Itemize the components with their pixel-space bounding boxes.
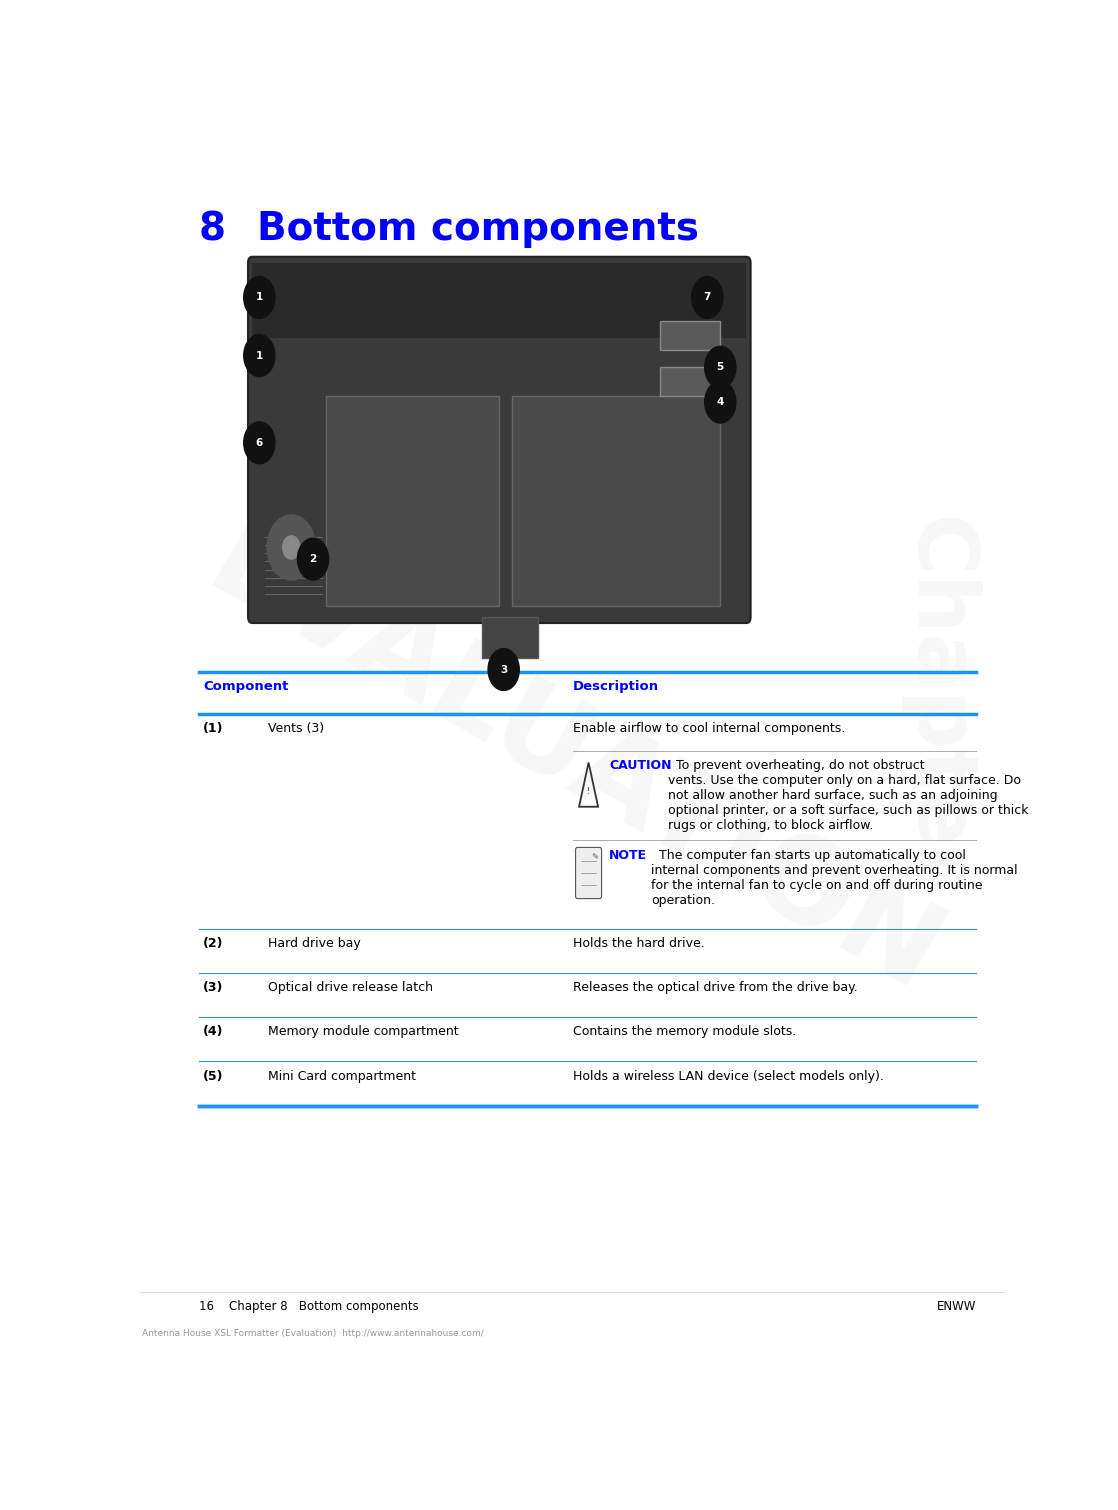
Text: 7: 7 bbox=[703, 293, 711, 302]
Bar bbox=[660, 320, 720, 350]
Text: Holds the hard drive.: Holds the hard drive. bbox=[574, 936, 704, 950]
Text: ENWW: ENWW bbox=[937, 1300, 976, 1312]
Text: (2): (2) bbox=[203, 936, 224, 950]
Circle shape bbox=[283, 536, 300, 559]
Text: Holds a wireless LAN device (select models only).: Holds a wireless LAN device (select mode… bbox=[574, 1069, 884, 1083]
Circle shape bbox=[489, 649, 519, 690]
Text: Description: Description bbox=[574, 680, 660, 693]
Text: CAUTION: CAUTION bbox=[609, 760, 672, 772]
Text: The computer fan starts up automatically to cool
internal components and prevent: The computer fan starts up automatically… bbox=[651, 849, 1017, 906]
Text: NOTE: NOTE bbox=[609, 849, 647, 862]
Text: !: ! bbox=[587, 787, 590, 796]
Text: 4: 4 bbox=[717, 397, 724, 408]
Text: (5): (5) bbox=[203, 1069, 224, 1083]
Text: Contains the memory module slots.: Contains the memory module slots. bbox=[574, 1025, 796, 1039]
Text: Hard drive bay: Hard drive bay bbox=[268, 936, 361, 950]
Text: Releases the optical drive from the drive bay.: Releases the optical drive from the driv… bbox=[574, 982, 858, 994]
Text: Chapter: Chapter bbox=[897, 518, 977, 891]
Text: Memory module compartment: Memory module compartment bbox=[268, 1025, 458, 1039]
Circle shape bbox=[244, 335, 275, 376]
Text: (3): (3) bbox=[203, 982, 224, 994]
Text: (1): (1) bbox=[203, 722, 224, 735]
Text: Optical drive release latch: Optical drive release latch bbox=[268, 982, 433, 994]
Text: Vents (3): Vents (3) bbox=[268, 722, 324, 735]
Text: Mini Card compartment: Mini Card compartment bbox=[268, 1069, 416, 1083]
Text: 5: 5 bbox=[717, 362, 723, 373]
Text: 6: 6 bbox=[256, 438, 263, 448]
FancyBboxPatch shape bbox=[248, 257, 750, 624]
Circle shape bbox=[704, 381, 736, 423]
Circle shape bbox=[692, 276, 723, 319]
Text: 1: 1 bbox=[256, 293, 263, 302]
Circle shape bbox=[244, 276, 275, 319]
Text: 1: 1 bbox=[256, 350, 263, 361]
Bar bbox=[253, 263, 747, 338]
Text: 3: 3 bbox=[500, 664, 508, 675]
Text: Component: Component bbox=[203, 680, 288, 693]
Text: ✎: ✎ bbox=[591, 852, 598, 861]
Text: 16    Chapter 8   Bottom components: 16 Chapter 8 Bottom components bbox=[199, 1300, 418, 1312]
Text: Enable airflow to cool internal components.: Enable airflow to cool internal componen… bbox=[574, 722, 845, 735]
Text: Bottom components: Bottom components bbox=[257, 210, 699, 248]
Circle shape bbox=[244, 421, 275, 464]
Text: (4): (4) bbox=[203, 1025, 224, 1039]
Bar bbox=[482, 618, 539, 658]
Bar bbox=[660, 367, 720, 396]
FancyBboxPatch shape bbox=[576, 847, 601, 898]
Text: 2: 2 bbox=[310, 554, 316, 565]
Text: To prevent overheating, do not obstruct
vents. Use the computer only on a hard, : To prevent overheating, do not obstruct … bbox=[669, 760, 1029, 832]
Text: EVALUATION: EVALUATION bbox=[187, 507, 959, 1018]
Circle shape bbox=[297, 538, 329, 580]
Bar bbox=[326, 396, 500, 606]
Bar bbox=[512, 396, 720, 606]
Text: Antenna House XSL Formatter (Evaluation)  http://www.antennahouse.com/: Antenna House XSL Formatter (Evaluation)… bbox=[142, 1329, 484, 1338]
Circle shape bbox=[704, 346, 736, 388]
Circle shape bbox=[267, 515, 315, 580]
Text: 8: 8 bbox=[199, 210, 226, 248]
